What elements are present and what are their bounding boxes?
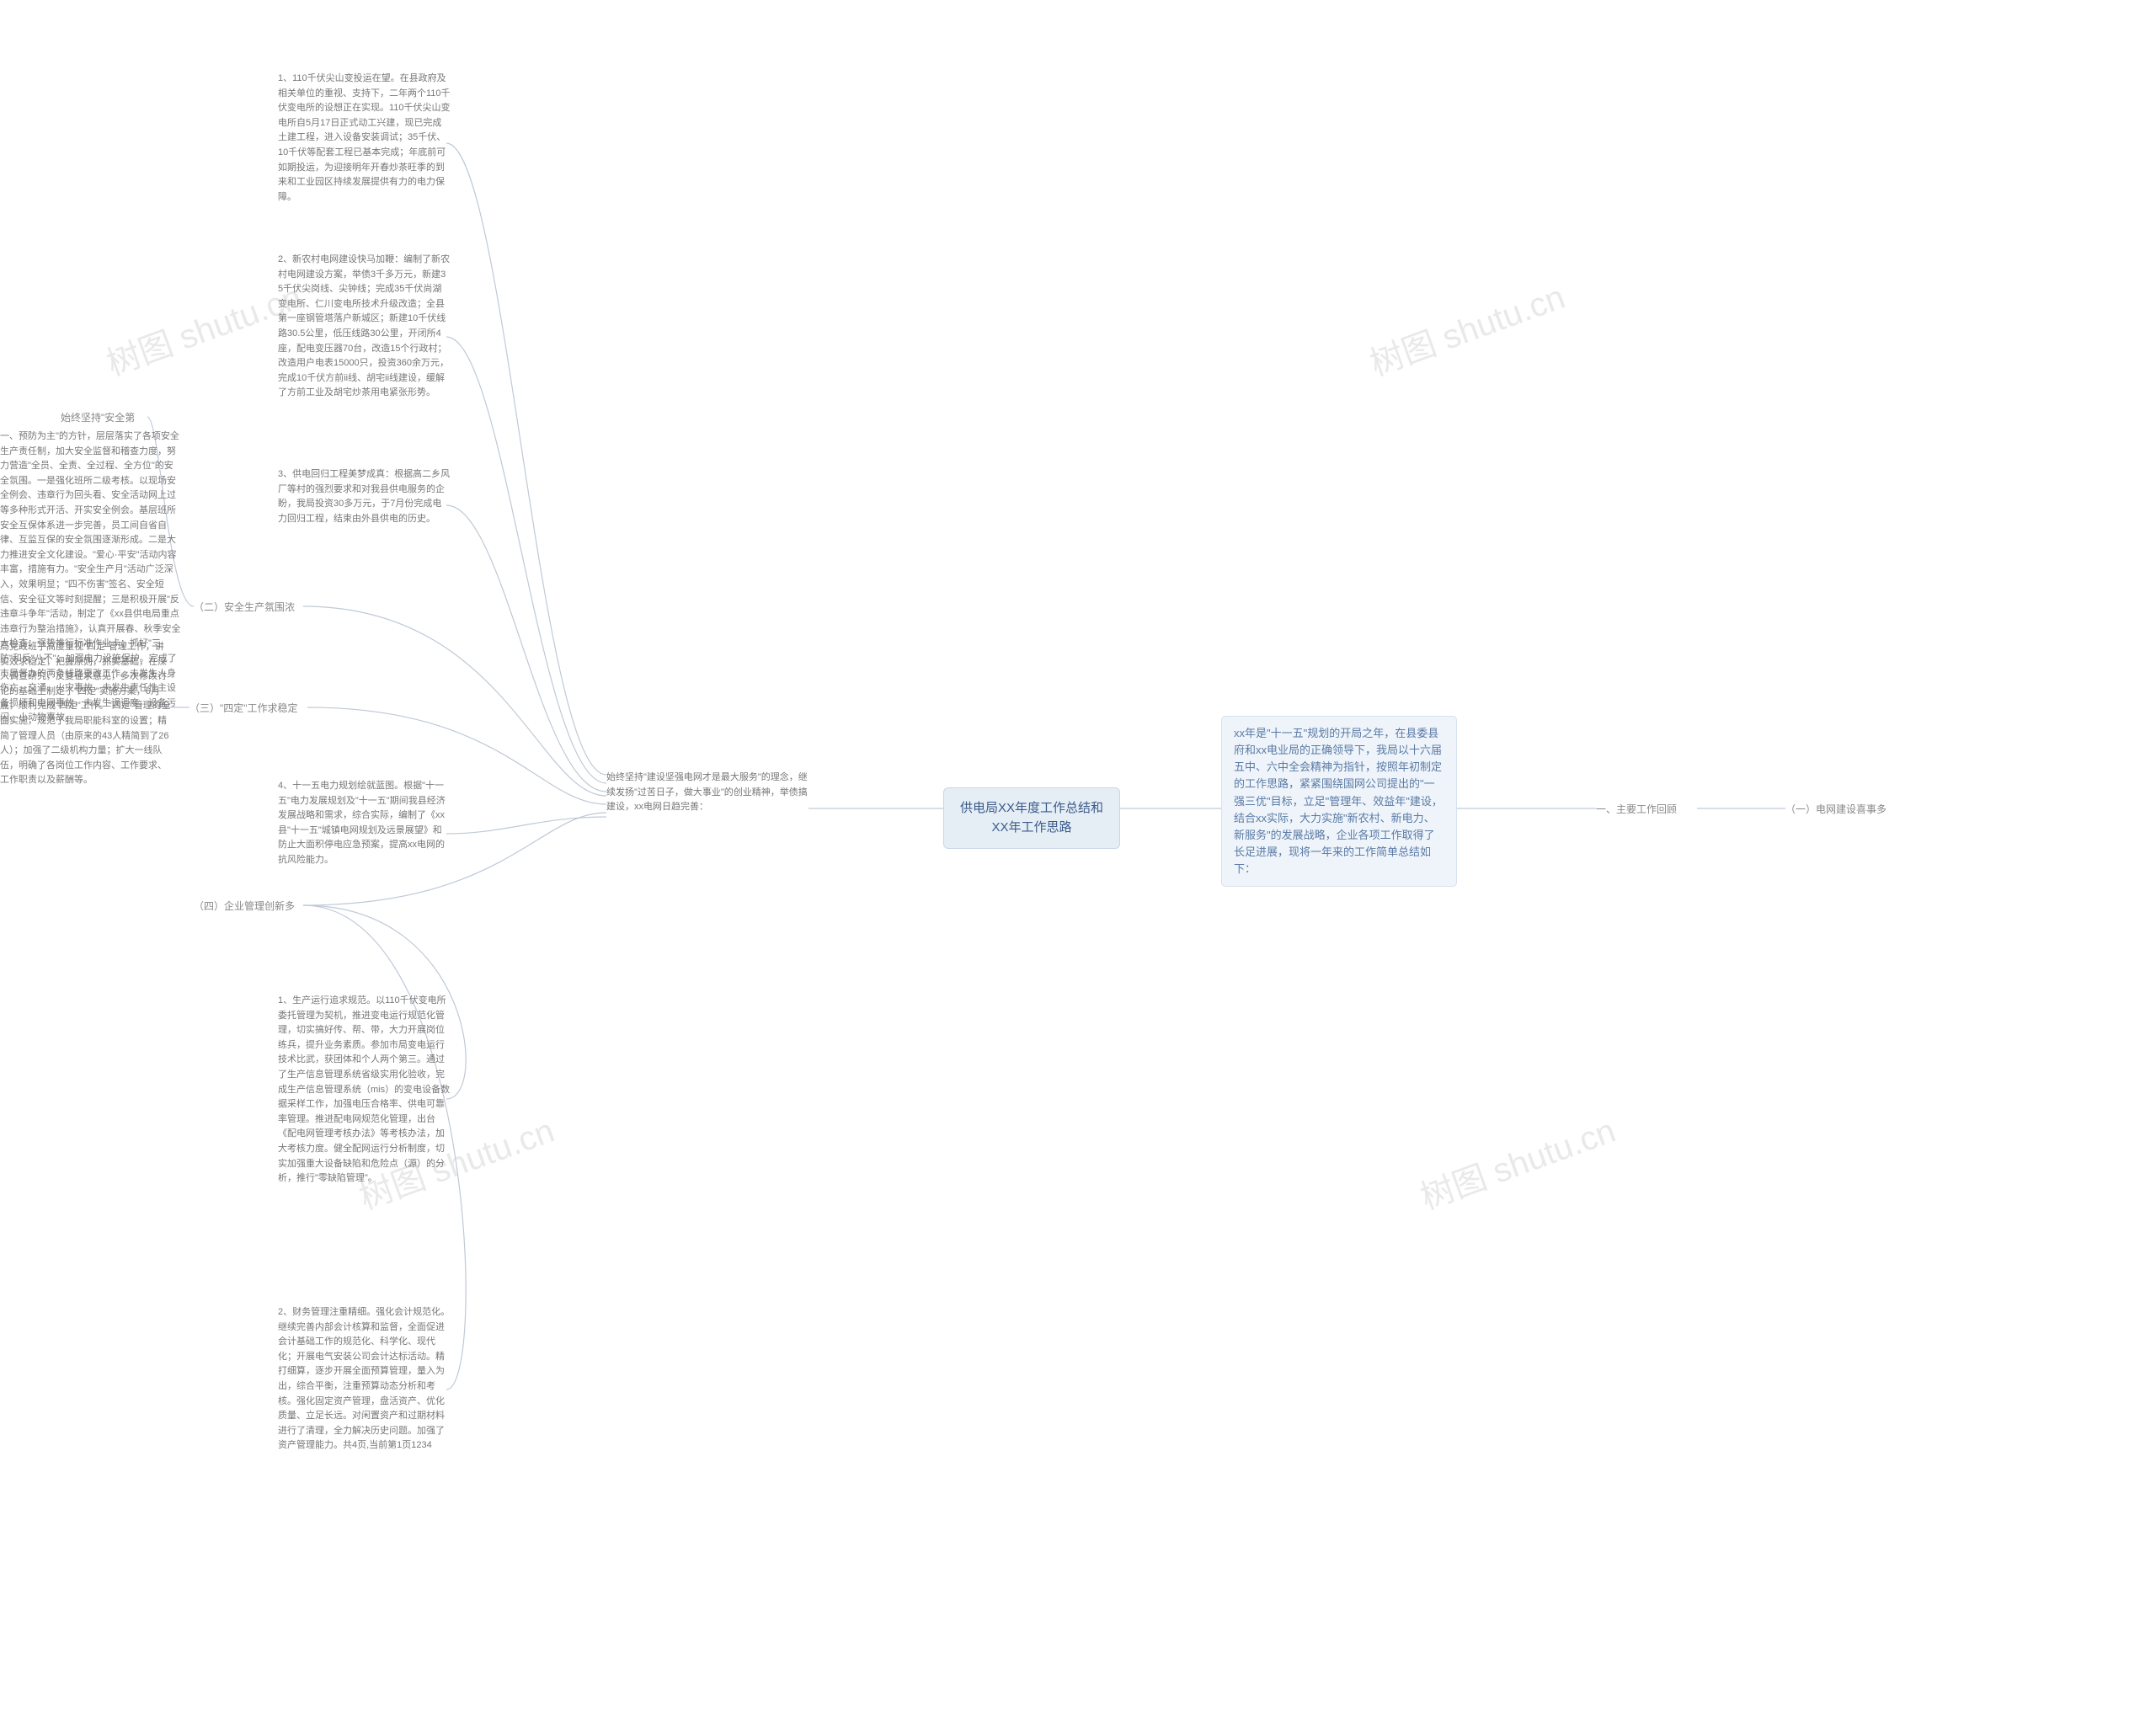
center-title: 供电局XX年度工作总结和 XX年工作思路 xyxy=(943,787,1120,849)
right-intro: xx年是"十一五"规划的开局之年，在县委县府和xx电业局的正确领导下，我局以十六… xyxy=(1221,716,1457,887)
section-4-label: （四）企业管理创新多 xyxy=(194,899,295,915)
section-4-item-1: 1、生产运行追求规范。以110千伏变电所委托管理为契机，推进变电运行规范化管理，… xyxy=(278,994,451,1187)
section-4-item-2: 2、财务管理注重精细。强化会计规范化。继续完善内部会计核算和监督，全面促进会计基… xyxy=(278,1305,451,1454)
left-item-4: 4、十一五电力规划绘就蓝图。根据"十一五"电力发展规划及"十一五"期间我县经济发… xyxy=(278,779,451,868)
watermark: 树图 shutu.cn xyxy=(1412,1103,1621,1219)
section-1-label: 一、主要工作回顾 xyxy=(1596,802,1677,818)
left-branch-label: 始终坚持"建设坚强电网才是最大服务"的理念，继续发扬"过苦日子，做大事业"的创业… xyxy=(606,771,808,815)
left-item-1: 1、110千伏尖山变投运在望。在县政府及相关单位的重视、支持下，二年两个110千… xyxy=(278,72,451,205)
section-2-label: （二）安全生产氛围浓 xyxy=(194,600,295,616)
left-item-2: 2、新农村电网建设快马加鞭：编制了新农村电网建设方案，举债3千多万元，新建35千… xyxy=(278,253,451,401)
left-item-3: 3、供电回归工程美梦成真：根据高二乡风厂等村的强烈要求和对我县供电服务的企盼，我… xyxy=(278,467,451,526)
section-1-sub-1: （一）电网建设喜事多 xyxy=(1785,802,1886,818)
watermark: 树图 shutu.cn xyxy=(99,269,307,385)
section-2-detail-a: 始终坚持"安全第 xyxy=(61,410,135,426)
section-3-detail: 局党政班子高度重视"四定"管理工作，讲实效求稳定，把握原则，抓实基础，在深入调查… xyxy=(0,640,173,788)
center-line1: 供电局XX年度工作总结和 xyxy=(959,798,1104,818)
center-line2: XX年工作思路 xyxy=(959,818,1104,837)
section-3-label: （三）"四定"工作求稳定 xyxy=(189,701,298,717)
watermark: 树图 shutu.cn xyxy=(1362,269,1571,385)
